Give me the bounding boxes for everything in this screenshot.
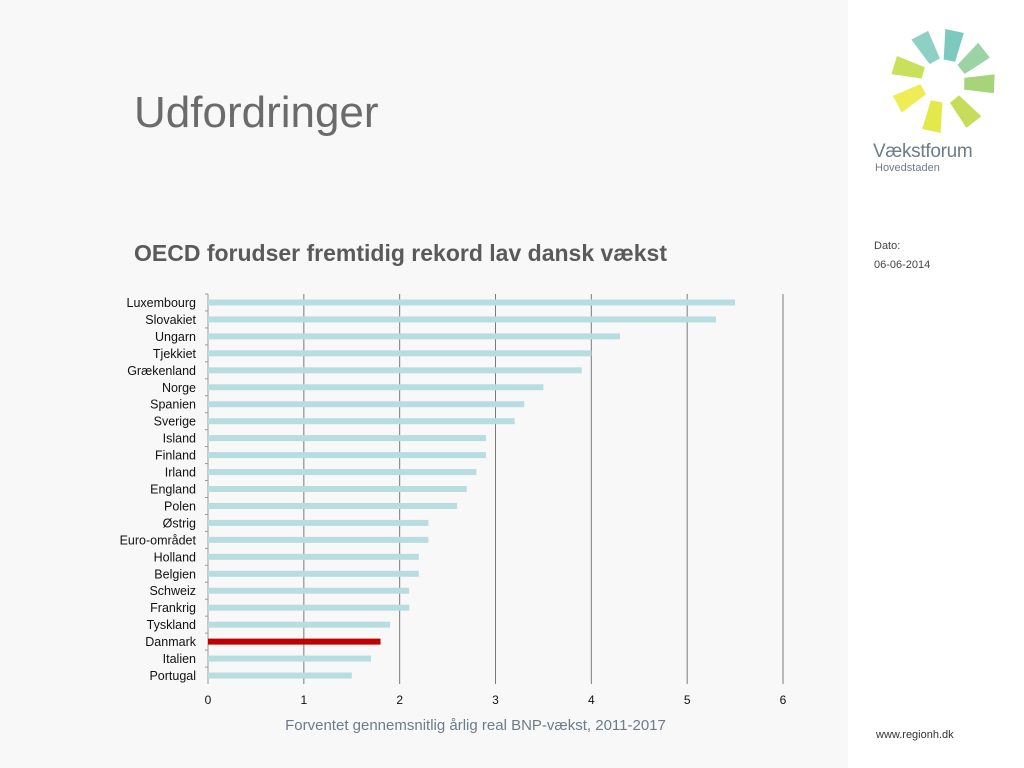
bar [208, 486, 467, 492]
bar [208, 621, 391, 628]
bar [208, 350, 592, 357]
category-label: Euro-området [120, 533, 197, 547]
category-label: Luxembourg [127, 296, 197, 310]
category-label: Finland [155, 449, 196, 463]
bar [208, 519, 429, 526]
bar-chart: Luxembourg Slovakiet Ungarn Tjekkiet Grækenl… [120, 293, 787, 734]
vaekstforum-logo-icon [891, 29, 995, 133]
x-tick-label: 6 [780, 693, 787, 707]
bar [208, 469, 477, 476]
category-label: Slovakiet [145, 313, 196, 327]
category-label: Italien [163, 652, 196, 666]
x-tick-label: 3 [492, 693, 499, 707]
category-label: Island [163, 432, 196, 446]
slide-title: Udfordringer [134, 88, 379, 137]
category-label: Irland [165, 466, 196, 480]
bar [208, 604, 410, 611]
bar [208, 502, 458, 509]
bar [208, 333, 621, 340]
bar [208, 418, 515, 425]
chart-title: OECD forudser fremtidig rekord lav dansk… [134, 240, 667, 266]
bar-highlight [208, 638, 381, 645]
brand-name: Vækstforum [873, 141, 973, 162]
category-label: Norge [162, 381, 196, 395]
bar [208, 553, 419, 560]
category-label: Polen [164, 499, 196, 513]
bar [208, 672, 352, 679]
bar [208, 367, 582, 374]
x-axis-label: Forventet gennemsnitlig årlig real BNP-v… [285, 717, 666, 734]
x-tick-label: 2 [396, 693, 403, 707]
bar [208, 452, 486, 459]
bar [208, 655, 371, 662]
category-label: Grækenland [127, 364, 196, 378]
date-label: Dato: [874, 240, 901, 252]
category-label: Tyskland [147, 618, 196, 632]
bar [208, 570, 419, 577]
bar [208, 299, 736, 306]
date-value: 06-06-2014 [874, 259, 931, 271]
category-label: Ungarn [155, 330, 196, 344]
bar [208, 384, 544, 391]
sidebar: Vækstforum Hovedstaden Dato: 06-06-2014 … [848, 0, 1024, 768]
bar [208, 401, 525, 408]
bar [208, 536, 429, 543]
category-label: Østrig [163, 516, 196, 530]
brand-subtitle: Hovedstaden [875, 162, 940, 174]
x-tick-label: 5 [684, 693, 691, 707]
footer-url[interactable]: www.regionh.dk [876, 729, 954, 741]
category-label: Belgien [154, 567, 196, 581]
category-label: Portugal [149, 669, 196, 683]
category-label: Holland [154, 550, 196, 564]
bar [208, 316, 716, 323]
x-tick-label: 1 [300, 693, 307, 707]
bar [208, 435, 486, 442]
category-label: Tjekkiet [153, 347, 197, 361]
category-label: Danmark [145, 635, 196, 649]
category-label: Sverige [154, 415, 196, 429]
x-tick-label: 0 [205, 693, 212, 707]
category-label: England [150, 483, 196, 497]
x-tick-label: 4 [588, 693, 595, 707]
category-label: Frankrig [150, 601, 196, 615]
category-label: Spanien [150, 398, 196, 412]
bar [208, 587, 410, 594]
category-label: Schweiz [149, 584, 196, 598]
